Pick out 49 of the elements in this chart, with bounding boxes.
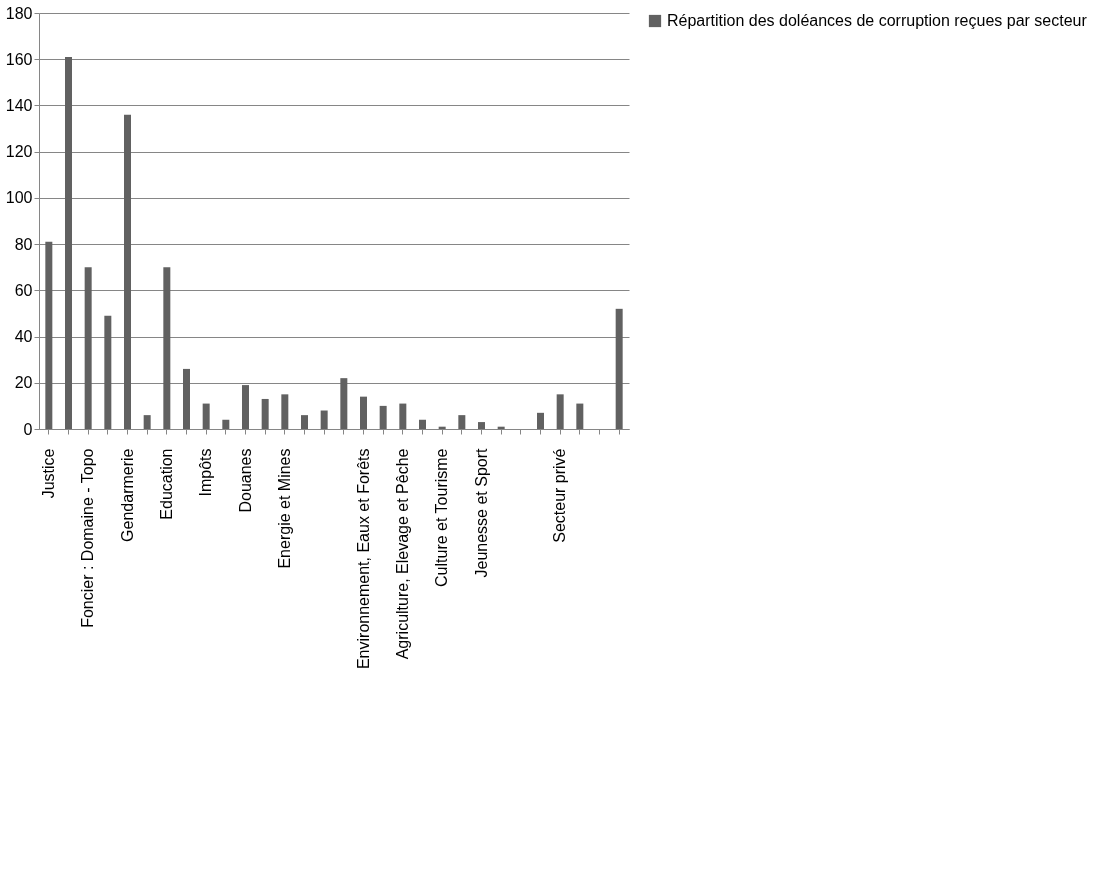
- y-tick-label: 140: [5, 96, 33, 114]
- legend-label: Répartition des doléances de corruption reçues par secteur: [667, 12, 1088, 29]
- bar: [360, 396, 367, 429]
- bar: [301, 415, 308, 429]
- x-tick-label: Culture et Tourisme: [433, 448, 451, 587]
- x-tick-label: Douanes: [236, 448, 254, 513]
- y-tick-label: 20: [14, 374, 33, 392]
- bar: [163, 267, 171, 429]
- x-tick-label: Impôts: [197, 448, 215, 497]
- x-tick-label: Foncier : Domaine - Topo: [79, 448, 97, 628]
- bar: [143, 415, 151, 429]
- x-tick-label: Jeunesse et Sport: [472, 447, 490, 578]
- y-tick-label: 160: [5, 50, 33, 68]
- bar: [615, 308, 623, 429]
- bar: [65, 56, 72, 429]
- bar: [242, 385, 249, 429]
- bar: [202, 403, 210, 429]
- x-tick-label: Justice: [39, 448, 57, 499]
- bar: [84, 267, 92, 429]
- y-tick-label: 0: [23, 420, 33, 438]
- x-tick-label: Gendarmerie: [118, 448, 136, 542]
- bar: [556, 394, 564, 429]
- y-tick-label: 60: [14, 281, 33, 299]
- bar: [399, 403, 407, 429]
- x-tick-label: Energie et Mines: [275, 448, 293, 569]
- y-tick-label: 80: [14, 235, 33, 253]
- bar: [458, 415, 466, 429]
- bar: [478, 422, 485, 429]
- bar: [340, 378, 348, 429]
- bar: [104, 315, 112, 429]
- y-tick-label: 100: [5, 189, 33, 207]
- bar: [379, 405, 387, 429]
- x-tick-label: Agriculture, Elevage et Pêche: [393, 448, 411, 660]
- bar: [183, 368, 190, 429]
- bar: [261, 398, 269, 429]
- bar: [537, 412, 544, 429]
- y-tick-label: 120: [5, 143, 33, 161]
- bar: [124, 114, 131, 429]
- x-tick-label: Education: [157, 448, 175, 520]
- bar: [222, 419, 230, 429]
- bar: [576, 403, 584, 429]
- bar: [281, 394, 289, 429]
- y-tick-label: 40: [14, 328, 33, 346]
- y-tick-label: 180: [5, 4, 33, 22]
- bar: [45, 241, 53, 429]
- x-tick-label: Secteur privé: [551, 448, 569, 543]
- bar: [419, 419, 426, 429]
- x-tick-label: Environnement, Eaux et Forêts: [354, 448, 372, 670]
- bar: [320, 410, 328, 429]
